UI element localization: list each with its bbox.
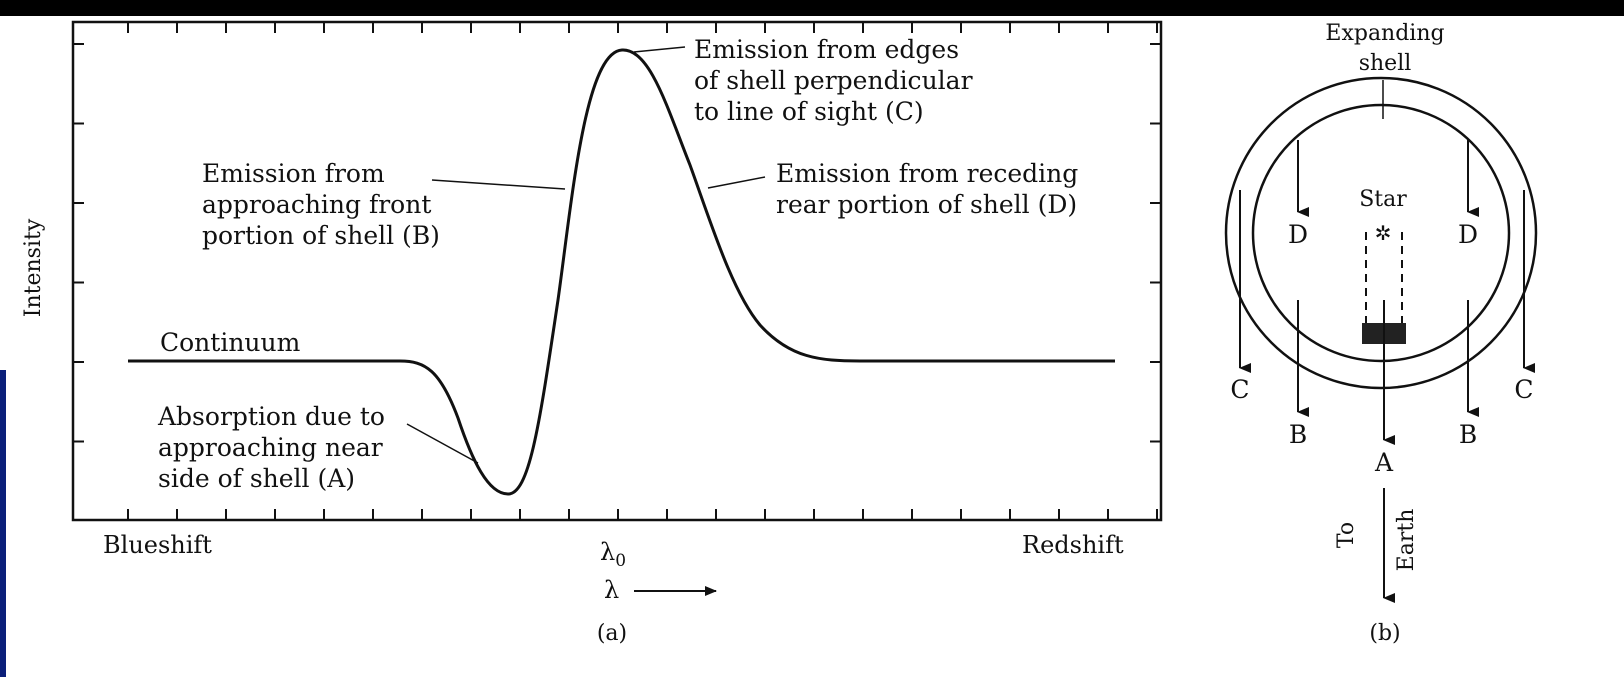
earth-label: Earth: [1394, 509, 1419, 572]
c-left-label: C: [1230, 375, 1249, 404]
lambda0-label: λ0: [600, 538, 626, 571]
axis-ticks: [73, 22, 1161, 520]
expanding-shell-label-2: shell: [1359, 51, 1412, 76]
expanding-shell-label-1: Expanding: [1325, 21, 1444, 46]
emission-front-label-1: Emission from: [202, 159, 385, 188]
inner-shell: [1251, 103, 1511, 363]
c-right-label: C: [1514, 375, 1533, 404]
emission-rear-label-1: Emission from receding: [776, 159, 1078, 188]
redshift-label: Redshift: [1022, 531, 1124, 559]
spectrum-curve: [128, 48, 1115, 496]
lambda0-subscript: 0: [615, 551, 626, 571]
to-label: To: [1334, 522, 1359, 548]
lambda0-symbol: λ: [600, 538, 615, 566]
b-left-label: B: [1289, 420, 1307, 449]
leader-front: [431, 179, 566, 190]
lambda-axis-label: λ: [604, 576, 619, 604]
emission-front-label-2: approaching front: [202, 190, 431, 219]
emission-edges-label-2: of shell perpendicular: [694, 66, 973, 95]
outer-shell: [1224, 76, 1538, 390]
emission-edges-label-1: Emission from edges: [694, 35, 959, 64]
y-axis-label: Intensity: [21, 218, 46, 317]
absorption-label-2: approaching near: [158, 433, 383, 462]
figure-background: [0, 16, 1624, 677]
d-right-label: D: [1458, 220, 1478, 249]
leader-absorption: [406, 423, 479, 464]
star-label: Star: [1359, 187, 1407, 212]
left-edge-strip: [0, 370, 6, 677]
continuum-label: Continuum: [160, 328, 301, 357]
leader-rear: [707, 176, 766, 189]
blueshift-label: Blueshift: [103, 531, 212, 559]
emission-front-label-3: portion of shell (B): [202, 221, 440, 250]
d-left-label: D: [1288, 220, 1308, 249]
panel-b: Expanding shell Star ✲ D D C C B B A To …: [1224, 21, 1538, 646]
panel-a: Intensity Continuum Absorption due to ap…: [21, 20, 1163, 646]
caption-a: (a): [597, 621, 627, 646]
emission-edges-label-3: to line of sight (C): [694, 97, 924, 126]
a-label: A: [1374, 448, 1394, 477]
emission-rear-label-2: rear portion of shell (D): [776, 190, 1077, 219]
absorption-label-1: Absorption due to: [157, 402, 385, 431]
b-right-label: B: [1459, 420, 1477, 449]
absorption-label-3: side of shell (A): [158, 464, 355, 493]
leader-edges: [633, 46, 686, 53]
caption-b: (b): [1369, 621, 1400, 646]
star-symbol: ✲: [1375, 221, 1392, 245]
